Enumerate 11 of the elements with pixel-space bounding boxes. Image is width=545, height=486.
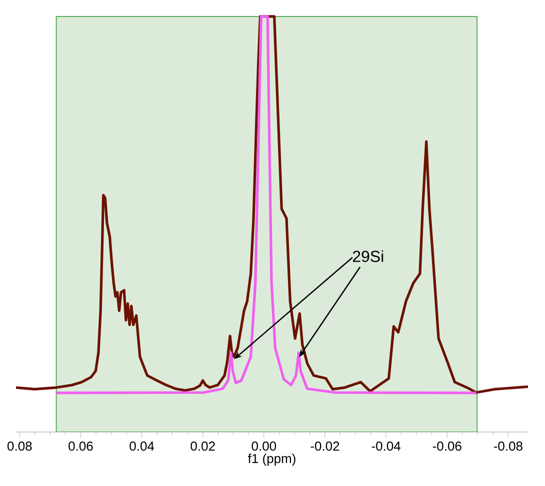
x-tick-label: -0.02	[310, 442, 340, 451]
x-tick-label: 0.04	[130, 442, 154, 451]
x-tick-label: -0.06	[432, 442, 462, 451]
x-tick-label: 0.02	[190, 442, 215, 451]
annotation: 29Si	[352, 250, 384, 262]
x-tick-label: 0.08	[8, 442, 32, 451]
x-tick-label: 0.00	[252, 442, 276, 451]
x-tick-label: -0.08	[494, 442, 522, 451]
x-tick-label: 0.06	[68, 442, 93, 451]
x-axis-title: f1 (ppm)	[248, 454, 296, 466]
x-tick-label: -0.04	[372, 442, 400, 451]
